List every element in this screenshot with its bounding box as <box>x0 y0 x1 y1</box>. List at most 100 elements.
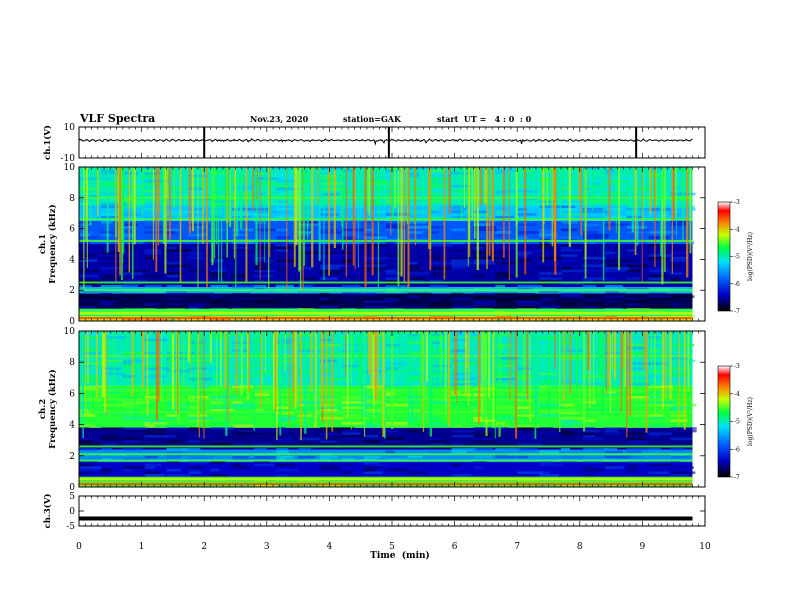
ch2-spectrogram-texture <box>122 346 136 350</box>
ch1-spectrogram-texture <box>604 290 619 293</box>
ch1-spectrogram-texture <box>648 277 663 280</box>
ch1-spectrogram-texture <box>210 300 226 304</box>
ch1-spectrogram-streak <box>141 167 144 215</box>
ch2-spectrogram-texture <box>670 357 689 360</box>
ch1-spectrogram-texture <box>407 220 428 224</box>
ch1-spectrogram-streak <box>164 167 167 274</box>
ch1-spectrogram-texture <box>100 192 121 196</box>
ch1-spectrogram-texture <box>561 187 570 191</box>
ch2-spectrogram-streak <box>420 331 423 422</box>
ch2-spectrogram-texture <box>166 429 188 433</box>
ch2-spectrogram-texture <box>144 474 166 477</box>
ch2-spectrogram-streak <box>483 331 485 382</box>
ch2-spectrogram-texture <box>254 338 264 342</box>
ch2-spectrogram-texture <box>582 416 609 420</box>
ch2-spectrogram-texture <box>232 416 252 420</box>
ch1-spectrogram-texture <box>451 208 467 211</box>
ch1-spectrogram-texture <box>320 179 335 183</box>
ch1-spectrogram-texture <box>670 236 690 239</box>
ch2-spectrogram-streak <box>626 331 628 438</box>
ch1-spectrogram-texture <box>407 202 419 206</box>
ch1-spectrogram-texture <box>100 200 120 203</box>
ch1-spectrogram-streak <box>321 167 324 209</box>
ch1-spectrogram-texture <box>429 184 450 188</box>
ch1-spectrogram-texture <box>385 285 410 288</box>
ch1-spectrogram-texture <box>254 210 279 214</box>
ch2-spectrogram-texture <box>495 484 516 487</box>
ch2-spectrogram-texture <box>473 437 493 441</box>
ch2-spectrogram-streak <box>131 331 134 397</box>
ch2-spectrogram-texture <box>166 424 186 428</box>
ch1-spectrogram-texture <box>451 213 476 216</box>
ch2-spectrogram-texture <box>407 377 421 381</box>
ch1-spectrogram-texture <box>122 205 140 209</box>
ch2-spectrogram-streak <box>426 331 428 382</box>
ch1-spectrogram-texture <box>539 267 561 270</box>
ch1-spectrogram-texture <box>407 292 433 296</box>
ch1-spectrogram-texture <box>648 259 674 262</box>
ch2-spectrogram-streak <box>239 331 242 385</box>
ch1-spectrogram-texture <box>385 251 395 255</box>
ch2-spectrogram-texture <box>276 424 299 428</box>
ch2-spectrogram-streak <box>465 331 468 369</box>
ch2-spectrogram-texture <box>276 331 301 334</box>
ch1-spectrogram-streak <box>115 167 117 282</box>
ch1-spectrogram-streak <box>635 167 637 210</box>
ch1-spectrogram-texture <box>407 210 429 214</box>
ch1-spectrogram-texture <box>254 259 279 262</box>
ch2-spectrogram-streak <box>265 331 267 373</box>
ch2-spectrogram-texture <box>100 359 125 363</box>
ch1-spectrogram-texture <box>363 233 379 237</box>
ch2-spectrogram-streak <box>683 331 686 430</box>
ch2-spectrogram-texture <box>429 437 442 441</box>
ch1-spectrogram-texture <box>166 303 183 306</box>
ch1-spectrogram-texture <box>517 223 537 227</box>
ch1-colorbar-tick-label: -5 <box>734 254 740 261</box>
ch1-spectrogram-texture <box>144 256 155 260</box>
ch1-spectrogram-texture <box>276 187 303 191</box>
ch1-spectrogram-texture <box>561 249 583 252</box>
ch1-spectrogram-streak <box>342 167 344 250</box>
ch1-spectrogram-texture <box>648 261 659 265</box>
ch1-spectrogram-texture <box>320 200 346 203</box>
ch2-spectrogram-texture <box>495 344 511 347</box>
ch1-spectrogram-texture <box>517 184 529 188</box>
ch1-spectrogram-texture <box>626 259 638 262</box>
ch1-spectrogram-texture <box>582 264 609 268</box>
ch1-spectrogram-texture <box>298 251 321 255</box>
ch2-spectrogram-texture <box>495 380 518 383</box>
start-ut-label: start UT = 4 : 0 : 0 <box>437 114 532 124</box>
ch2-spectrogram-streak <box>126 331 128 382</box>
ch1-spectrogram-streak <box>655 167 658 208</box>
ch2-spectrogram-texture <box>648 377 667 381</box>
ch1-spectrogram-texture <box>320 254 342 257</box>
ch2-spectrogram-texture <box>626 437 646 441</box>
ch1-spectrogram-texture <box>79 259 98 262</box>
ch2-spectrogram-texture <box>254 442 272 446</box>
ch1-spectrogram-texture <box>407 277 426 280</box>
ch1-spectrogram-streak <box>120 167 123 240</box>
ch2-spectrogram-texture <box>79 396 104 399</box>
ch2-spectrogram-texture <box>100 437 121 441</box>
ch1-spectrogram-texture <box>670 195 685 198</box>
ch1-spectrogram-texture <box>232 292 251 296</box>
ch2-spectrogram-texture <box>429 450 456 454</box>
ch1-spectrogram-texture <box>604 261 621 265</box>
ch2-spectrogram-streak <box>284 331 286 373</box>
ch1-spectrogram-texture <box>539 272 563 275</box>
x-axis-label: Time (min) <box>370 550 430 561</box>
ch1-spectrogram-texture <box>320 272 342 275</box>
ch2-spectrogram-texture <box>473 448 493 451</box>
ch2-spectrogram-texture <box>670 367 691 370</box>
ch2-spectrogram-ytick-label: 8 <box>69 358 75 368</box>
ch1-spectrogram-streak <box>221 167 223 283</box>
ch1-spectrogram-texture <box>473 297 495 301</box>
ch2-spectrogram-texture <box>670 377 685 381</box>
ch1-spectrogram-texture <box>429 231 439 234</box>
ch1-spectrogram-texture <box>363 202 390 206</box>
ch1-spectrogram-texture <box>363 305 388 309</box>
ch1-spectrogram-texture <box>648 274 669 278</box>
ch1-spectrogram-texture <box>626 303 642 306</box>
ch2-spectrogram-texture <box>320 331 337 334</box>
ch2-spectrogram-streak <box>661 331 663 386</box>
